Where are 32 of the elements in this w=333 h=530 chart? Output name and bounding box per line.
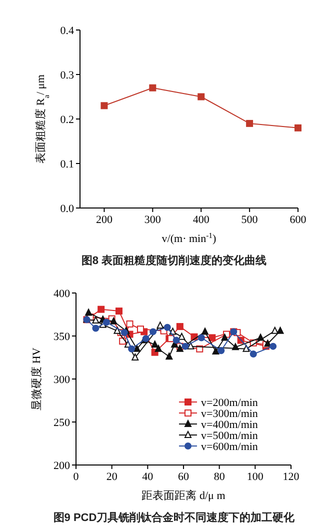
x-tick-label: 0	[73, 471, 80, 483]
y-tick-label: 0.0	[60, 203, 74, 215]
y-tick-label: 0.1	[60, 158, 74, 170]
x-tick-label: 120	[282, 471, 300, 483]
legend-label: v=200m/min	[201, 397, 258, 409]
y-tick-label: 400	[54, 288, 70, 300]
y-tick-label: 200	[54, 460, 70, 472]
y-tick-label: 0.3	[60, 70, 74, 82]
x-tick-label: 500	[241, 214, 258, 226]
x-tick-label: 60	[178, 471, 190, 483]
legend-label: v=600m/min	[201, 441, 258, 453]
text: 图8 表面粗糙度随切削速度的变化曲线	[81, 254, 267, 267]
x-axis-title: 距表面距离 d/μ m	[142, 489, 226, 502]
x-tick-label: 600	[290, 214, 307, 226]
legend-label: v=400m/min	[201, 419, 258, 431]
y-axis-title: 显微硬度 HV	[30, 348, 43, 410]
y-tick-label: 0.2	[60, 114, 74, 126]
x-tick-label: 80	[214, 471, 226, 483]
y-tick-label: 0.4	[60, 25, 74, 37]
text: 图9 PCD刀具铣削钛合金时不同速度下的加工硬化	[53, 511, 296, 524]
y-tick-label: 350	[54, 331, 70, 343]
x-tick-label: 400	[192, 214, 210, 226]
x-tick-label: 200	[96, 214, 113, 226]
x-tick-label: 20	[106, 471, 118, 483]
x-axis-title: v/(m· min$^{-1}$)	[162, 230, 217, 245]
y-tick-label: 250	[54, 417, 70, 429]
x-tick-label: 100	[246, 471, 264, 483]
y-tick-label: 300	[54, 374, 70, 386]
x-tick-label: 40	[142, 471, 154, 483]
x-tick-label: 300	[144, 214, 162, 226]
legend-label: v=300m/min	[201, 408, 258, 420]
legend-label: v=500m/min	[201, 430, 258, 442]
